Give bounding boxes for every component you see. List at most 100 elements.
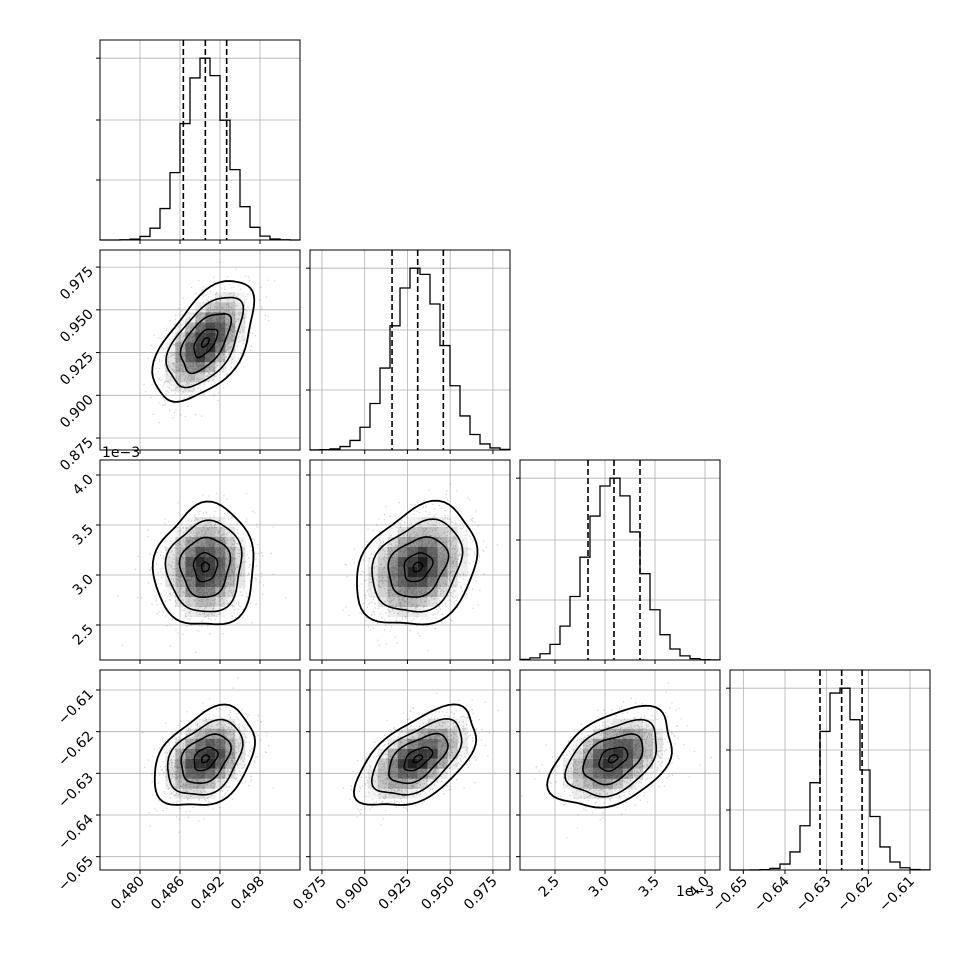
density-cell [225,577,236,587]
density-cell [603,758,613,769]
density-cell [225,758,236,769]
density-cell [377,547,388,557]
density-cell [573,788,583,799]
contour-line [370,717,463,796]
density-cell [377,758,388,769]
density-cell [387,597,398,607]
density-cell [205,352,216,363]
density-cell [593,778,603,789]
density-cell [427,577,438,587]
density-cell [427,547,438,557]
density-cell [387,748,398,759]
density-cell [205,768,216,779]
density-cell [185,607,196,617]
histogram-step [99,57,301,241]
density-cell [205,537,216,547]
density-cell [175,352,186,363]
density-cell [417,557,428,567]
density-cell [593,768,603,779]
density-cell [215,577,226,587]
density-cell [603,748,613,759]
contour-line [200,337,210,348]
density-cell [175,527,186,537]
density-cell [643,738,653,749]
density-cell [377,768,388,779]
density-cell [427,778,438,789]
density-cell [653,748,663,759]
contour-line [546,704,673,809]
density-cell [175,342,186,353]
density-cell [447,728,458,739]
density-cell [195,768,206,779]
density-cell [185,567,196,577]
density-cell [397,758,408,769]
density-cell [417,728,428,739]
density-cell [643,748,653,759]
x-tick-label: 0.925 [376,874,416,914]
density-cell [387,557,398,567]
density-cell [195,362,206,373]
density-cell [407,587,418,597]
density-cell [427,527,438,537]
density-cell [437,547,448,557]
density-cell [407,748,418,759]
density-cell [185,748,196,759]
density-cell [623,718,633,729]
density-cell [185,778,196,789]
histogram-step [309,267,511,451]
density-cell [175,362,186,373]
contour-line [193,328,219,359]
density-cell [235,302,246,313]
density-cell [417,768,428,779]
density-cell [613,778,623,789]
scatter-panel-1-0 [100,250,300,450]
contour-line [403,552,434,583]
histogram-step [519,477,721,661]
density-cell [633,758,643,769]
density-cell [235,738,246,749]
density-cell [643,728,653,739]
scatter-panel-2-0 [100,460,300,660]
density-cell [653,738,663,749]
density-cell [215,322,226,333]
y-tick-label: −0.63 [55,770,97,812]
density-cell [397,527,408,537]
hist-frame-0 [99,39,301,241]
density-cell [185,527,196,537]
density-cell [185,372,196,383]
density-cell [437,527,448,537]
density-cell [397,778,408,789]
density-cell [215,718,226,729]
density-cell [175,748,186,759]
density-cell [175,587,186,597]
density-cell [195,597,206,607]
density-cell [377,567,388,577]
density-cell [417,577,428,587]
contour-line [412,754,424,764]
density-cell [633,738,643,749]
density-cell [387,547,398,557]
y-tick-label: 4.0 [70,472,97,499]
density-cell [643,758,653,769]
density-cell [447,748,458,759]
density-cell [235,547,246,557]
density-cell [215,768,226,779]
density-cell [165,587,176,597]
density-cell [417,547,428,557]
density-cell [447,537,458,547]
density-cell [165,372,176,383]
density-cell [457,537,468,547]
density-cell [457,738,468,749]
density-cell [175,557,186,567]
y-tick-label: 0.875 [57,435,97,475]
density-cell [205,597,216,607]
density-cell [633,748,643,759]
density-cell [215,362,226,373]
density-cell [407,567,418,577]
density-cell [185,758,196,769]
density-cell [195,537,206,547]
density-cell [397,577,408,587]
density-cell [427,738,438,749]
density-cell [215,527,226,537]
x-tick-label: 0.875 [290,874,330,914]
